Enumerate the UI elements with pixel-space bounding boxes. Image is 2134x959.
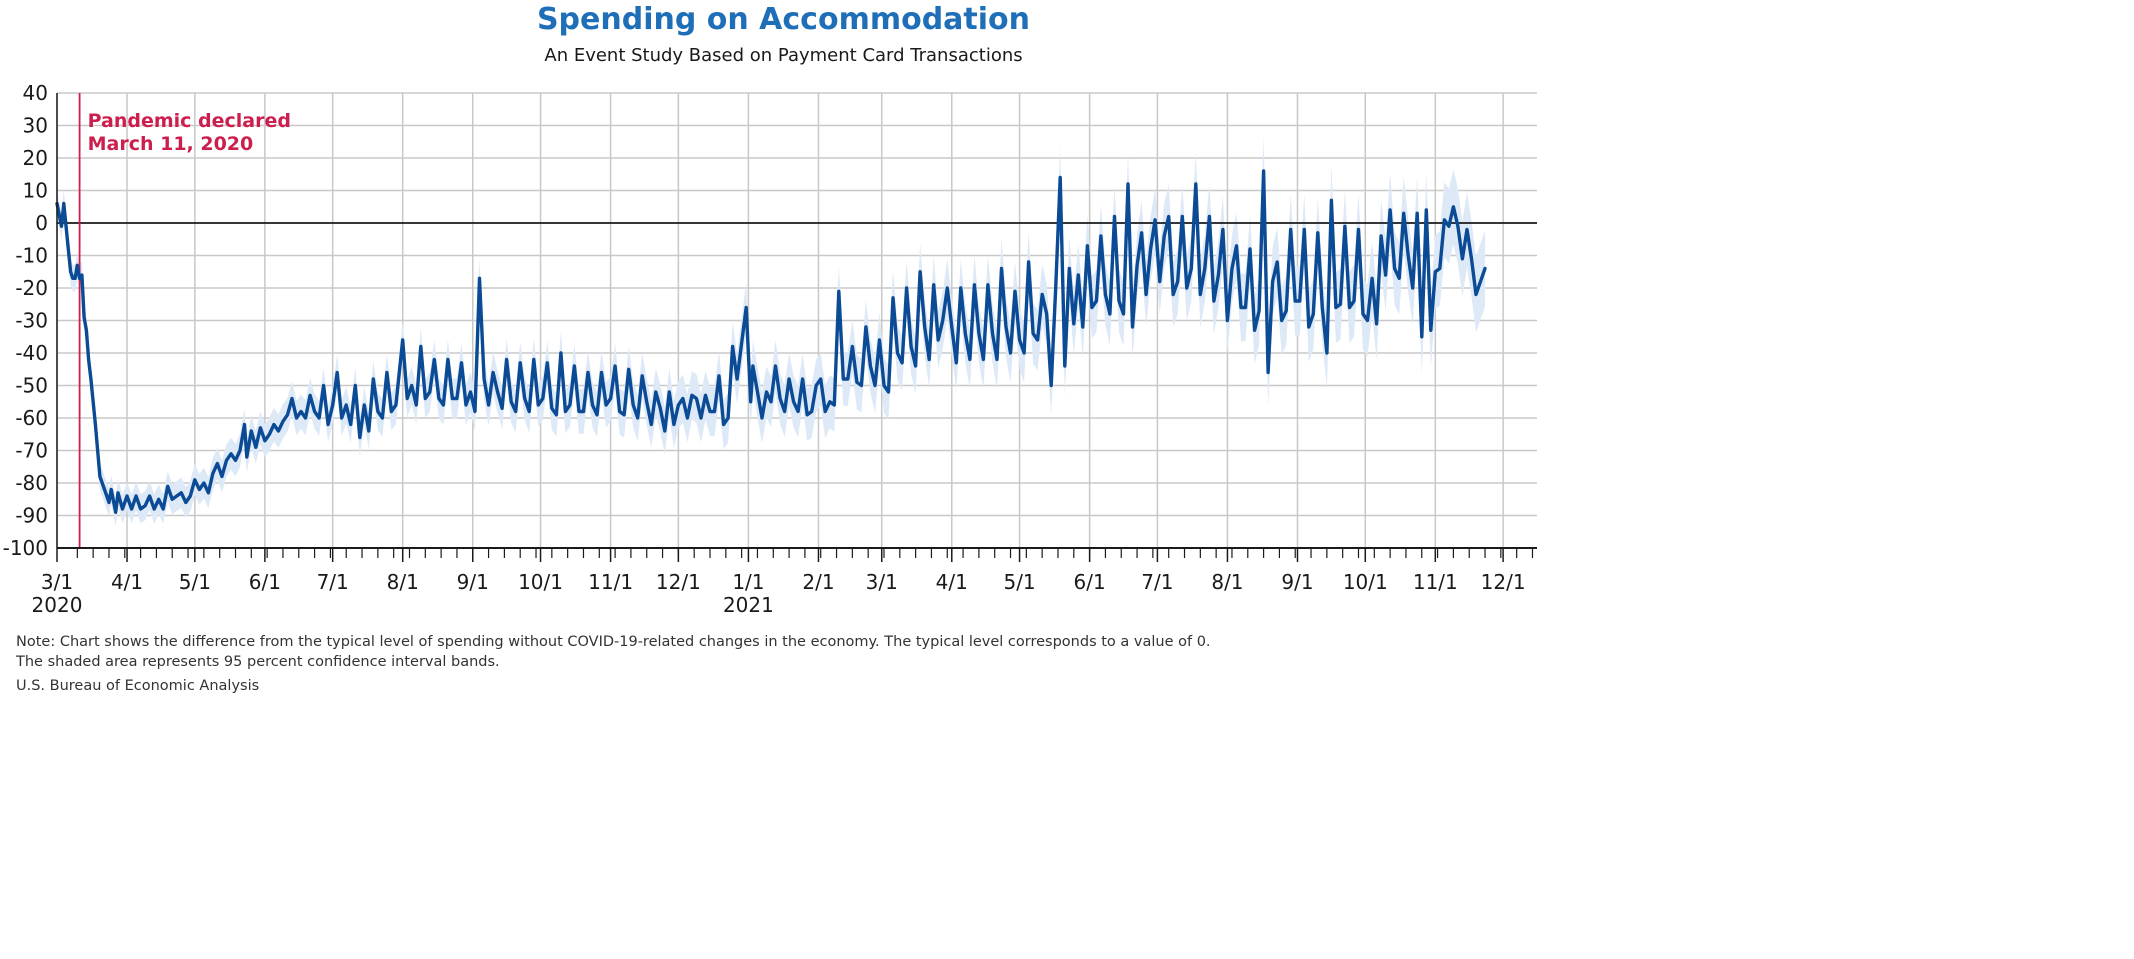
series-layer [55, 169, 1487, 514]
y-tick-label: -80 [15, 471, 48, 495]
x-tick-label: 3/1 [866, 570, 898, 594]
event-label-line-1: Pandemic declared [88, 110, 291, 132]
x-tick-label: 11/1 [588, 570, 633, 594]
y-tick-label: -60 [15, 406, 48, 430]
x-tick-label: 8/1 [387, 570, 419, 594]
x-tick-label: 9/1 [1281, 570, 1313, 594]
y-tick-label: -40 [15, 341, 48, 365]
x-tick-label: 8/1 [1211, 570, 1243, 594]
x-tick-label: 12/1 [656, 570, 701, 594]
chart-title: Spending on Accommodation [536, 2, 1031, 37]
grid-layer [56, 92, 1537, 549]
y-tick-label: -20 [15, 276, 48, 300]
y-tick-label: 0 [35, 211, 48, 235]
series-line [55, 169, 1487, 514]
y-tick-label: 10 [23, 179, 48, 203]
y-tick-label: -70 [15, 439, 48, 463]
x-tick-label: 4/1 [111, 570, 143, 594]
chart-subtitle: An Event Study Based on Payment Card Tra… [544, 45, 1023, 66]
event-label-line-2: March 11, 2020 [88, 133, 254, 155]
y-tick-label: -50 [15, 374, 48, 398]
y-tick-label: -30 [15, 309, 48, 333]
y-tick-label: -100 [3, 536, 48, 560]
note-line-1: Note: Chart shows the difference from th… [16, 634, 1211, 650]
x-year-label: 2020 [32, 593, 83, 617]
chart-note: Note: Chart shows the difference from th… [16, 632, 1536, 672]
x-tick-label: 12/1 [1481, 570, 1526, 594]
x-tick-label: 5/1 [1003, 570, 1035, 594]
x-tick-label: 1/1 [732, 570, 764, 594]
y-tick-label: 30 [23, 114, 48, 138]
x-tick-label: 3/1 [41, 570, 73, 594]
x-tick-label: 10/1 [518, 570, 563, 594]
note-line-2: The shaded area represents 95 percent co… [16, 654, 500, 670]
x-tick-label: 10/1 [1343, 570, 1388, 594]
x-tick-label: 6/1 [249, 570, 281, 594]
y-tick-label: -10 [15, 244, 48, 268]
x-year-label: 2021 [723, 593, 774, 617]
x-tick-label: 9/1 [457, 570, 489, 594]
axis-layer: 40 30 20 10 0 -10 -20 -30 -40 -50 -60 -70 -80 -90 -100… [3, 81, 1537, 617]
source-credit: U.S. Bureau of Economic Analysis [16, 678, 260, 694]
y-tick-label: -90 [15, 504, 48, 528]
x-tick-label: 2/1 [802, 570, 834, 594]
x-tick-label: 7/1 [317, 570, 349, 594]
x-tick-label: 6/1 [1074, 570, 1106, 594]
x-tick-label: 11/1 [1413, 570, 1458, 594]
x-tick-label: 4/1 [936, 570, 968, 594]
y-tick-label: 40 [23, 81, 48, 105]
x-tick-label: 5/1 [179, 570, 211, 594]
y-tick-label: 20 [23, 146, 48, 170]
x-tick-label: 7/1 [1141, 570, 1173, 594]
